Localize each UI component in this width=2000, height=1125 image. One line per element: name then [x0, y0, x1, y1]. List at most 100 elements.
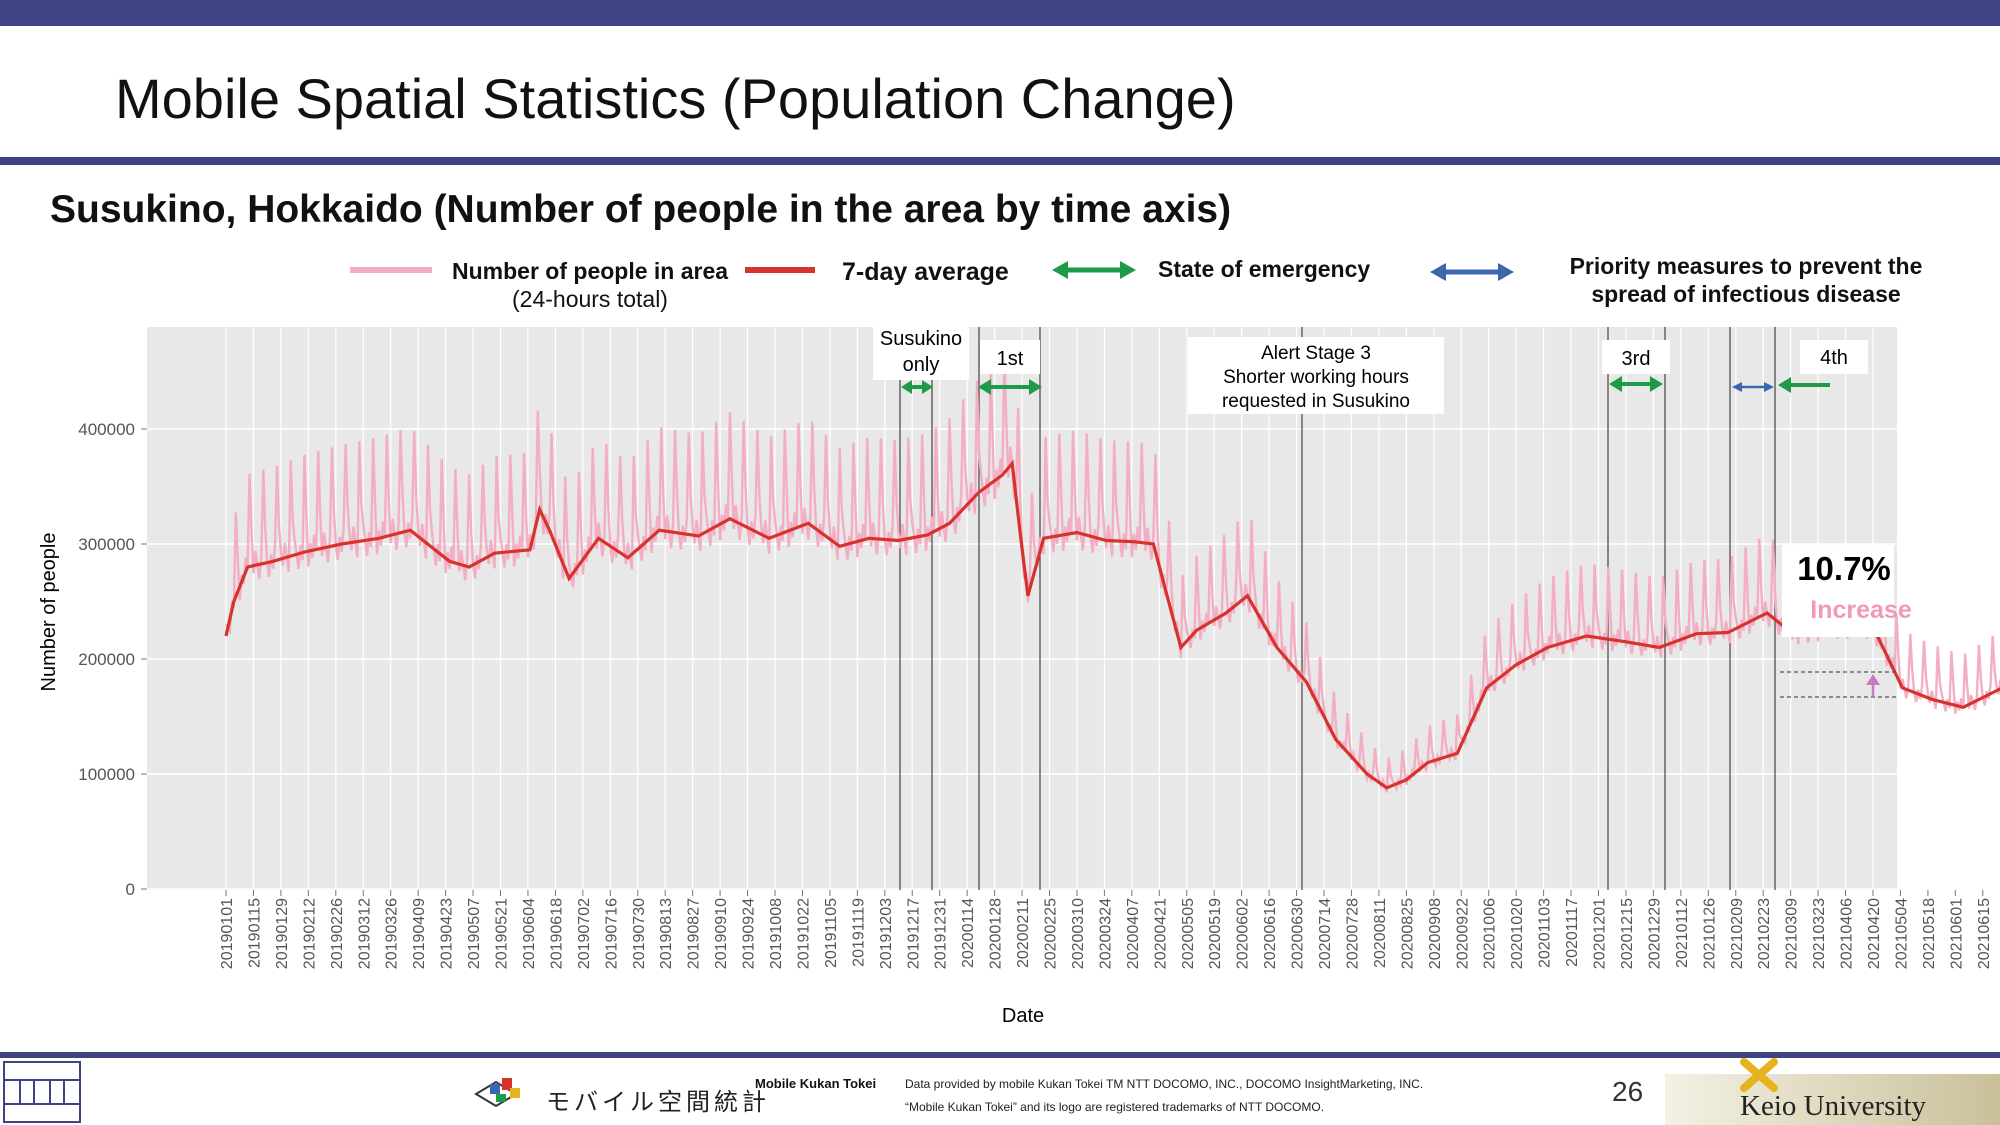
x-tick-label: 20210518 [1921, 898, 1938, 969]
x-tick-label: 20200519 [1207, 898, 1224, 969]
left-logo [3, 1061, 81, 1123]
x-tick-label: 20191119 [850, 898, 867, 967]
x-tick-label: 20190101 [219, 898, 236, 969]
keio-banner [1665, 1074, 2000, 1125]
mobile-kukan-logo-icon [474, 1078, 520, 1108]
x-tick-label: 20190423 [439, 898, 456, 969]
page-number: 26 [1612, 1076, 1644, 1107]
title-rule [0, 157, 2000, 165]
series-average-line [224, 459, 2000, 790]
susukino-box [873, 326, 969, 380]
x-tick-label: 20190618 [548, 898, 565, 969]
x-tick-label: 20200616 [1262, 898, 1279, 969]
x-tick-label: 20200225 [1043, 898, 1060, 969]
x-tick-label: 20210323 [1811, 898, 1828, 969]
x-tick-label: 20191022 [795, 898, 812, 969]
x-tick-label: 20190326 [384, 898, 401, 969]
x-tick-label: 20190604 [521, 898, 538, 969]
x-tick-label: 20200811 [1372, 898, 1389, 968]
susukino-label-1: Susukino [880, 328, 962, 350]
x-tick-label: 20200128 [988, 898, 1005, 969]
x-tick-label: 20200505 [1180, 898, 1197, 969]
legend-priority-label-1: Priority measures to prevent the [1569, 253, 1923, 279]
legend-daily-sublabel: (24-hours total) [512, 286, 668, 312]
x-tick-label: 20201215 [1619, 898, 1636, 969]
x-tick-label: 20210406 [1839, 898, 1856, 969]
x-tick-label: 20190827 [686, 898, 703, 969]
x-tick-label: 20210112 [1674, 898, 1691, 968]
x-tick-label: 20210601 [1948, 898, 1965, 969]
x-tick-label: 20190730 [631, 898, 648, 969]
first-emergency-arrow [978, 379, 1042, 395]
header-bar [0, 0, 2000, 26]
susukino-label-2: only [903, 354, 940, 376]
legend-priority-label-2: spread of infectious disease [1591, 281, 1901, 307]
y-axis-ticks: 0 100000 200000 300000 400000 [78, 420, 147, 899]
x-tick-label: 20200114 [960, 898, 977, 968]
x-tick-label: 20210615 [1976, 898, 1993, 969]
x-tick-label: 20191203 [878, 898, 895, 969]
x-tick-label: 20210420 [1866, 898, 1883, 969]
footer-rule [0, 1052, 2000, 1058]
y-tick-label: 400000 [78, 420, 135, 439]
x-tick-label: 20200630 [1290, 898, 1307, 969]
x-tick-label: 20201020 [1509, 898, 1526, 969]
x-tick-label: 20201229 [1646, 898, 1663, 969]
x-tick-label: 20190702 [576, 898, 593, 969]
x-tick-label: 20190910 [713, 898, 730, 969]
alert-box [1188, 337, 1444, 414]
x-tick-label: 20200602 [1235, 898, 1252, 969]
x-tick-label: 20200324 [1097, 898, 1114, 969]
x-axis-title: Date [1002, 1005, 1044, 1027]
y-tick-label: 300000 [78, 535, 135, 554]
first-label: 1st [997, 348, 1024, 370]
x-tick-label: 20190129 [274, 898, 291, 969]
alert-label-1: Alert Stage 3 [1261, 343, 1371, 364]
x-tick-label: 20190507 [466, 898, 483, 969]
x-tick-label: 20200728 [1344, 898, 1361, 969]
x-tick-label: 20190521 [494, 898, 511, 969]
increase-label: Increase [1810, 596, 1912, 624]
increase-box [1782, 545, 1894, 637]
x-tick-label: 20190226 [329, 898, 346, 969]
brand-japanese: モバイル空間統計 [546, 1088, 770, 1116]
x-tick-label: 20200310 [1070, 898, 1087, 969]
x-tick-label: 20200714 [1317, 898, 1334, 969]
keio-pen-icon [1740, 1058, 1778, 1092]
x-tick-label: 20210209 [1729, 898, 1746, 969]
x-tick-label: 20201006 [1482, 898, 1499, 969]
x-tick-label: 20191231 [933, 898, 950, 969]
x-axis-ticks: 20190101 20190115 20190129 20190212 20190226… [219, 890, 1993, 969]
susukino-emergency-arrow [901, 380, 933, 394]
x-tick-label: 20210504 [1893, 898, 1910, 969]
x-tick-label: 20200407 [1125, 898, 1142, 969]
priority-measures-arrow [1732, 382, 1774, 392]
x-tick-label: 20190212 [301, 898, 318, 969]
alert-label-2: Shorter working hours [1223, 367, 1409, 388]
legend-daily-label: Number of people in area [452, 258, 729, 284]
x-tick-label: 20190716 [603, 898, 620, 969]
fourth-box [1800, 340, 1868, 374]
y-tick-label: 0 [126, 880, 135, 899]
third-box [1602, 340, 1670, 374]
x-tick-label: 20190115 [246, 898, 263, 968]
brand-english: Mobile Kukan Tokei [755, 1076, 877, 1091]
x-tick-label: 20200421 [1152, 898, 1169, 969]
first-box [980, 340, 1040, 374]
increase-arrow-icon [1866, 674, 1880, 696]
x-tick-label: 20201201 [1592, 898, 1609, 969]
x-tick-label: 20190813 [658, 898, 675, 969]
third-label: 3rd [1622, 348, 1651, 370]
legend-emergency-label: State of emergency [1158, 256, 1371, 282]
fourth-label: 4th [1820, 347, 1848, 369]
legend-avg-label: 7-day average [842, 258, 1009, 286]
alert-label-3: requested in Susukino [1222, 391, 1410, 412]
x-tick-label: 20190409 [411, 898, 428, 969]
credit-line-2: “Mobile Kukan Tokei” and its logo are re… [905, 1100, 1325, 1114]
x-tick-label: 20191217 [905, 898, 922, 969]
series-daily-line [225, 352, 2000, 793]
y-tick-label: 100000 [78, 765, 135, 784]
fourth-emergency-arrow [1778, 377, 1830, 393]
university-name: Keio University [1740, 1090, 1927, 1122]
